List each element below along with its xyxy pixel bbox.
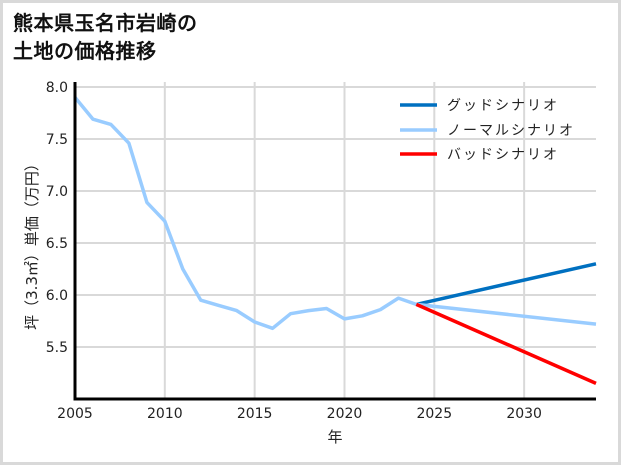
y-tick-label: 7.5 <box>46 132 68 148</box>
y-tick-label: 6.0 <box>46 288 68 304</box>
legend-label: ノーマルシナリオ <box>447 123 575 139</box>
y-tick-label: 8.0 <box>46 80 68 96</box>
chart-title-line2: 土地の価格推移 <box>13 39 157 63</box>
axes <box>73 82 596 401</box>
legend-item: バッドシナリオ <box>400 147 559 163</box>
tick-labels: 2005 2010 2015 2020 2025 2030 5.5 6.0 6.5 7.0 7.5 8… <box>46 80 542 422</box>
series-line <box>415 262 597 307</box>
x-tick-label: 2015 <box>237 406 273 422</box>
gridlines <box>75 82 596 399</box>
legend-item: ノーマルシナリオ <box>400 123 575 139</box>
y-tick-label: 5.5 <box>46 340 68 356</box>
x-tick-label: 2005 <box>57 406 93 422</box>
chart-title-line1: 熊本県玉名市岩崎の <box>13 11 198 35</box>
series-line <box>73 96 597 331</box>
y-tick-label: 7.0 <box>46 184 68 200</box>
data-series <box>73 96 597 386</box>
legend-label: バッドシナリオ <box>447 147 559 163</box>
legend-label: グッドシナリオ <box>447 98 559 114</box>
y-tick-label: 6.5 <box>46 236 68 252</box>
y-axis-label: 坪（3.3㎡）単価（万円） <box>23 156 41 330</box>
chart-title: 熊本県玉名市岩崎の 土地の価格推移 <box>13 9 198 65</box>
legend-item: グッドシナリオ <box>400 98 559 114</box>
x-tick-label: 2030 <box>506 406 542 422</box>
x-axis-label: 年 <box>327 428 342 446</box>
x-tick-label: 2025 <box>416 406 452 422</box>
x-tick-label: 2020 <box>327 406 363 422</box>
x-tick-label: 2010 <box>147 406 183 422</box>
series-line <box>415 302 597 386</box>
